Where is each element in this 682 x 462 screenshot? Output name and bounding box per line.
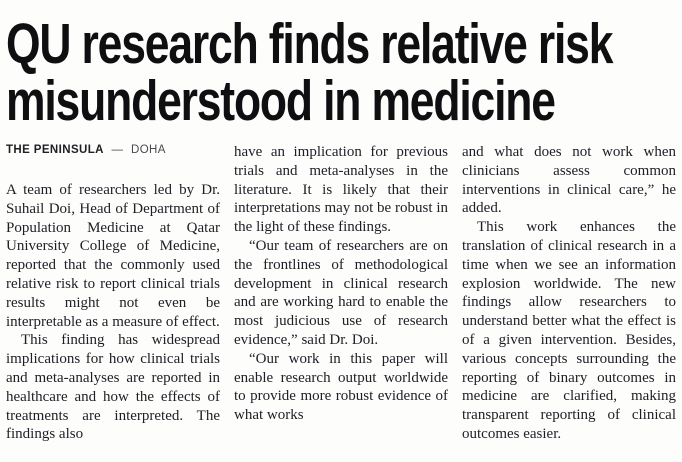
byline-source: THE PENINSULA — [6, 144, 104, 156]
paragraph: have an implication for previous trials … — [234, 144, 448, 236]
byline-separator: — — [111, 144, 124, 156]
byline-location: DOHA — [130, 144, 166, 156]
headline-line-2: misunderstood in medicine — [6, 69, 556, 133]
paragraph: This finding has widespread implications… — [6, 332, 220, 443]
article-column-3: and what does not work when clinicians a… — [462, 143, 676, 444]
article-column-2: have an implication for previous trials … — [234, 143, 448, 444]
byline: THE PENINSULA — DOHA — [6, 143, 220, 157]
article-column-1: THE PENINSULA — DOHA A team of researche… — [6, 143, 220, 444]
paragraph: A team of researchers led by Dr. Suhail … — [6, 182, 220, 330]
paragraph: and what does not work when clinicians a… — [462, 144, 676, 217]
paragraph: “Our team of researchers are on the fron… — [234, 237, 448, 348]
headline-line-1: QU research finds relative risk — [6, 12, 613, 76]
article-columns: THE PENINSULA — DOHA A team of researche… — [6, 143, 676, 444]
paragraph: This work enhances the translation of cl… — [462, 219, 676, 442]
paragraph: “Our work in this paper will enable rese… — [234, 350, 448, 424]
article-headline: QU research finds relative risk misunder… — [6, 16, 682, 130]
